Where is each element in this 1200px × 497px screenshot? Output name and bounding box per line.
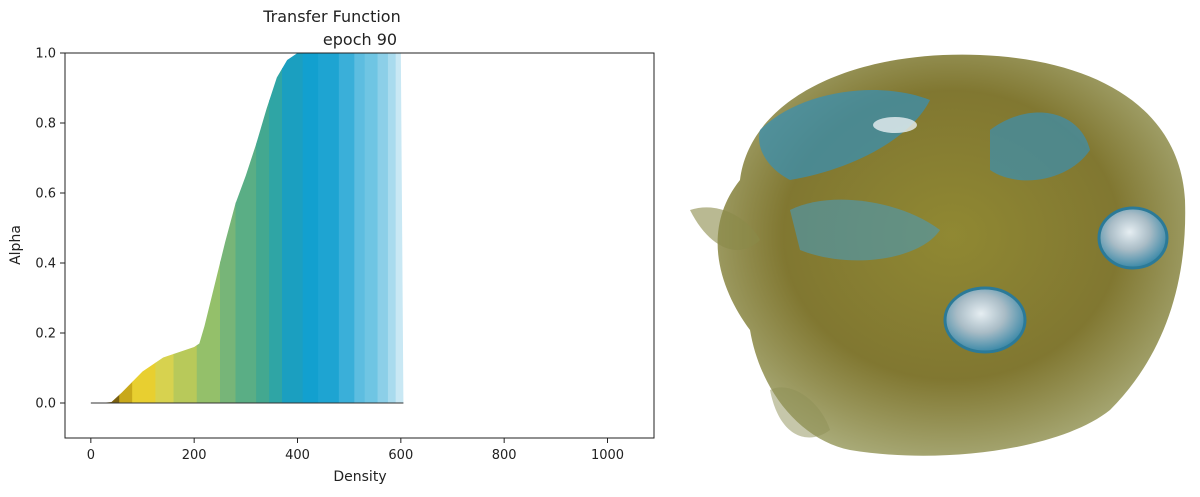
x-tick-label: 800 [492, 448, 517, 463]
color-bands [90, 53, 404, 403]
jaw-extension [690, 207, 760, 250]
y-tick-label: 0.8 [35, 117, 56, 132]
y-tick-label: 0.2 [35, 327, 56, 342]
color-band-9 [256, 53, 270, 403]
color-band-2 [119, 53, 133, 403]
color-band-11 [282, 53, 304, 403]
x-tick-label: 400 [285, 448, 310, 463]
color-band-1 [106, 53, 120, 403]
color-band-4 [155, 53, 174, 403]
blue-structure-left [759, 90, 930, 180]
volume-render-image [690, 54, 1186, 456]
color-band-18 [387, 53, 397, 403]
color-band-10 [269, 53, 283, 403]
y-tick-label: 0.6 [35, 187, 56, 202]
y-axis-label: Alpha [8, 225, 24, 265]
color-band-19 [395, 53, 404, 403]
y-axis-ticks: 0.0 0.2 0.4 0.6 0.8 1.0 [35, 47, 65, 412]
x-axis-ticks: 0 200 400 600 800 1000 [87, 438, 624, 463]
x-tick-label: 0 [87, 448, 95, 463]
y-tick-label: 1.0 [35, 47, 56, 62]
blue-structure-right [990, 112, 1090, 181]
transfer-function-chart: Transfer Function epoch 90 0 200 400 600 800… [8, 7, 655, 485]
color-band-6 [196, 53, 221, 403]
color-band-7 [220, 53, 236, 403]
blue-structure-center [790, 199, 940, 261]
sphere-right [1097, 206, 1169, 270]
x-axis-label: Density [333, 469, 386, 485]
color-band-8 [235, 53, 257, 403]
x-tick-label: 1000 [591, 448, 624, 463]
y-tick-label: 0.0 [35, 397, 56, 412]
color-band-13 [318, 53, 340, 403]
highlight-top [873, 117, 917, 133]
color-band-14 [338, 53, 355, 403]
color-band-3 [132, 53, 156, 403]
neck-extension [770, 387, 830, 438]
chart-title: Transfer Function [262, 7, 400, 26]
chart-subtitle: epoch 90 [323, 30, 397, 49]
sphere-bottom [943, 286, 1027, 354]
plot-frame [64, 52, 655, 439]
color-band-17 [377, 53, 389, 403]
x-tick-label: 200 [182, 448, 207, 463]
color-band-5 [173, 53, 198, 403]
color-band-15 [354, 53, 366, 403]
color-band-16 [364, 53, 379, 403]
color-band-12 [302, 53, 319, 403]
x-tick-label: 600 [388, 448, 413, 463]
color-band-0 [90, 53, 107, 403]
y-tick-label: 0.4 [35, 257, 56, 272]
